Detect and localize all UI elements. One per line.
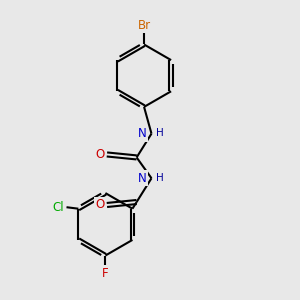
Text: O: O bbox=[96, 199, 105, 212]
Text: Br: Br bbox=[137, 19, 151, 32]
Text: F: F bbox=[102, 267, 109, 280]
Text: N: N bbox=[137, 172, 146, 185]
Text: N: N bbox=[137, 127, 146, 140]
Text: O: O bbox=[96, 148, 105, 161]
Text: Cl: Cl bbox=[52, 201, 64, 214]
Text: H: H bbox=[156, 172, 164, 183]
Text: H: H bbox=[156, 128, 164, 138]
